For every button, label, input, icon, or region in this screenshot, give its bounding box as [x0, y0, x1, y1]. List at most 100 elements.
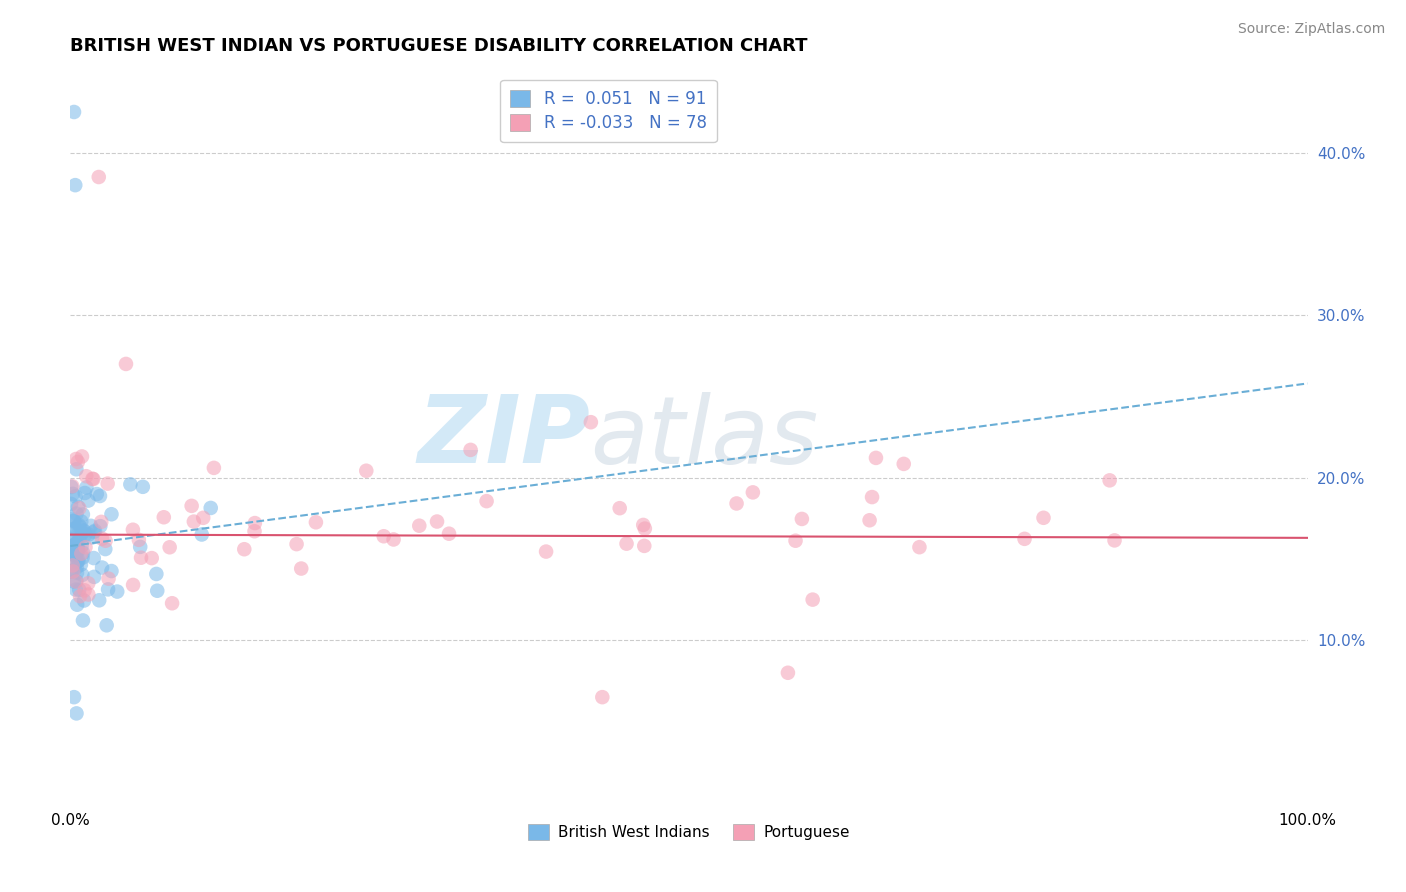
Point: [579, 415, 602, 429]
Point: [60, 497, 83, 511]
Point: [66, 539, 89, 553]
Point: [97, 582, 120, 597]
Point: [67, 501, 90, 516]
Point: [62, 565, 84, 579]
Point: [70, 526, 93, 541]
Point: [59, 531, 82, 545]
Point: [67, 532, 90, 546]
Point: [62, 487, 84, 501]
Point: [122, 523, 145, 537]
Point: [65, 706, 87, 721]
Point: [91, 532, 114, 546]
Point: [60, 564, 83, 578]
Point: [63, 542, 86, 557]
Point: [82, 531, 104, 545]
Point: [77, 493, 100, 508]
Point: [243, 524, 266, 539]
Point: [72, 524, 94, 539]
Point: [62, 522, 84, 536]
Point: [66, 519, 89, 533]
Point: [65, 489, 87, 503]
Point: [63, 105, 86, 120]
Point: [83, 551, 105, 566]
Point: [128, 533, 150, 547]
Point: [437, 526, 460, 541]
Point: [89, 593, 111, 607]
Point: [145, 566, 167, 581]
Point: [233, 542, 256, 557]
Point: [82, 472, 104, 486]
Point: [63, 538, 86, 552]
Point: [908, 540, 931, 554]
Point: [73, 524, 96, 538]
Point: [62, 545, 84, 559]
Point: [66, 455, 89, 469]
Point: [67, 582, 90, 597]
Point: [59, 545, 82, 559]
Point: [105, 584, 128, 599]
Point: [785, 533, 807, 548]
Point: [66, 500, 89, 514]
Point: [290, 561, 312, 575]
Point: [89, 519, 111, 533]
Point: [77, 527, 100, 541]
Point: [616, 536, 638, 550]
Text: atlas: atlas: [591, 392, 818, 483]
Point: [408, 518, 430, 533]
Point: [200, 500, 222, 515]
Point: [97, 476, 120, 491]
Point: [373, 529, 395, 543]
Point: [86, 487, 108, 501]
Point: [100, 507, 122, 521]
Point: [160, 596, 183, 610]
Point: [893, 457, 915, 471]
Point: [96, 618, 118, 632]
Point: [63, 548, 86, 562]
Point: [75, 481, 97, 495]
Point: [60, 533, 83, 547]
Point: [65, 540, 87, 554]
Point: [66, 560, 89, 574]
Point: [67, 517, 90, 532]
Point: [70, 539, 93, 553]
Point: [141, 551, 163, 566]
Point: [633, 517, 655, 532]
Point: [70, 450, 93, 464]
Point: [776, 665, 799, 680]
Point: [66, 566, 89, 580]
Point: [285, 537, 308, 551]
Point: [91, 560, 114, 574]
Point: [87, 169, 110, 184]
Point: [65, 547, 87, 561]
Point: [65, 574, 87, 589]
Point: [65, 452, 87, 467]
Point: [146, 583, 169, 598]
Point: [83, 524, 105, 539]
Point: [63, 537, 86, 551]
Point: [790, 512, 813, 526]
Point: [65, 523, 87, 537]
Point: [63, 690, 86, 705]
Point: [1014, 532, 1036, 546]
Legend: British West Indians, Portuguese: British West Indians, Portuguese: [522, 818, 856, 847]
Point: [356, 464, 378, 478]
Point: [1104, 533, 1126, 548]
Point: [129, 550, 152, 565]
Point: [65, 574, 87, 588]
Point: [66, 541, 89, 556]
Point: [65, 178, 87, 193]
Point: [70, 547, 93, 561]
Point: [66, 555, 89, 569]
Point: [73, 583, 96, 598]
Point: [75, 527, 97, 541]
Point: [66, 535, 89, 549]
Point: [62, 558, 84, 573]
Point: [475, 494, 498, 508]
Point: [243, 516, 266, 530]
Point: [62, 548, 84, 562]
Point: [180, 499, 202, 513]
Point: [382, 533, 405, 547]
Point: [63, 514, 86, 528]
Text: Source: ZipAtlas.com: Source: ZipAtlas.com: [1237, 22, 1385, 37]
Point: [82, 472, 104, 486]
